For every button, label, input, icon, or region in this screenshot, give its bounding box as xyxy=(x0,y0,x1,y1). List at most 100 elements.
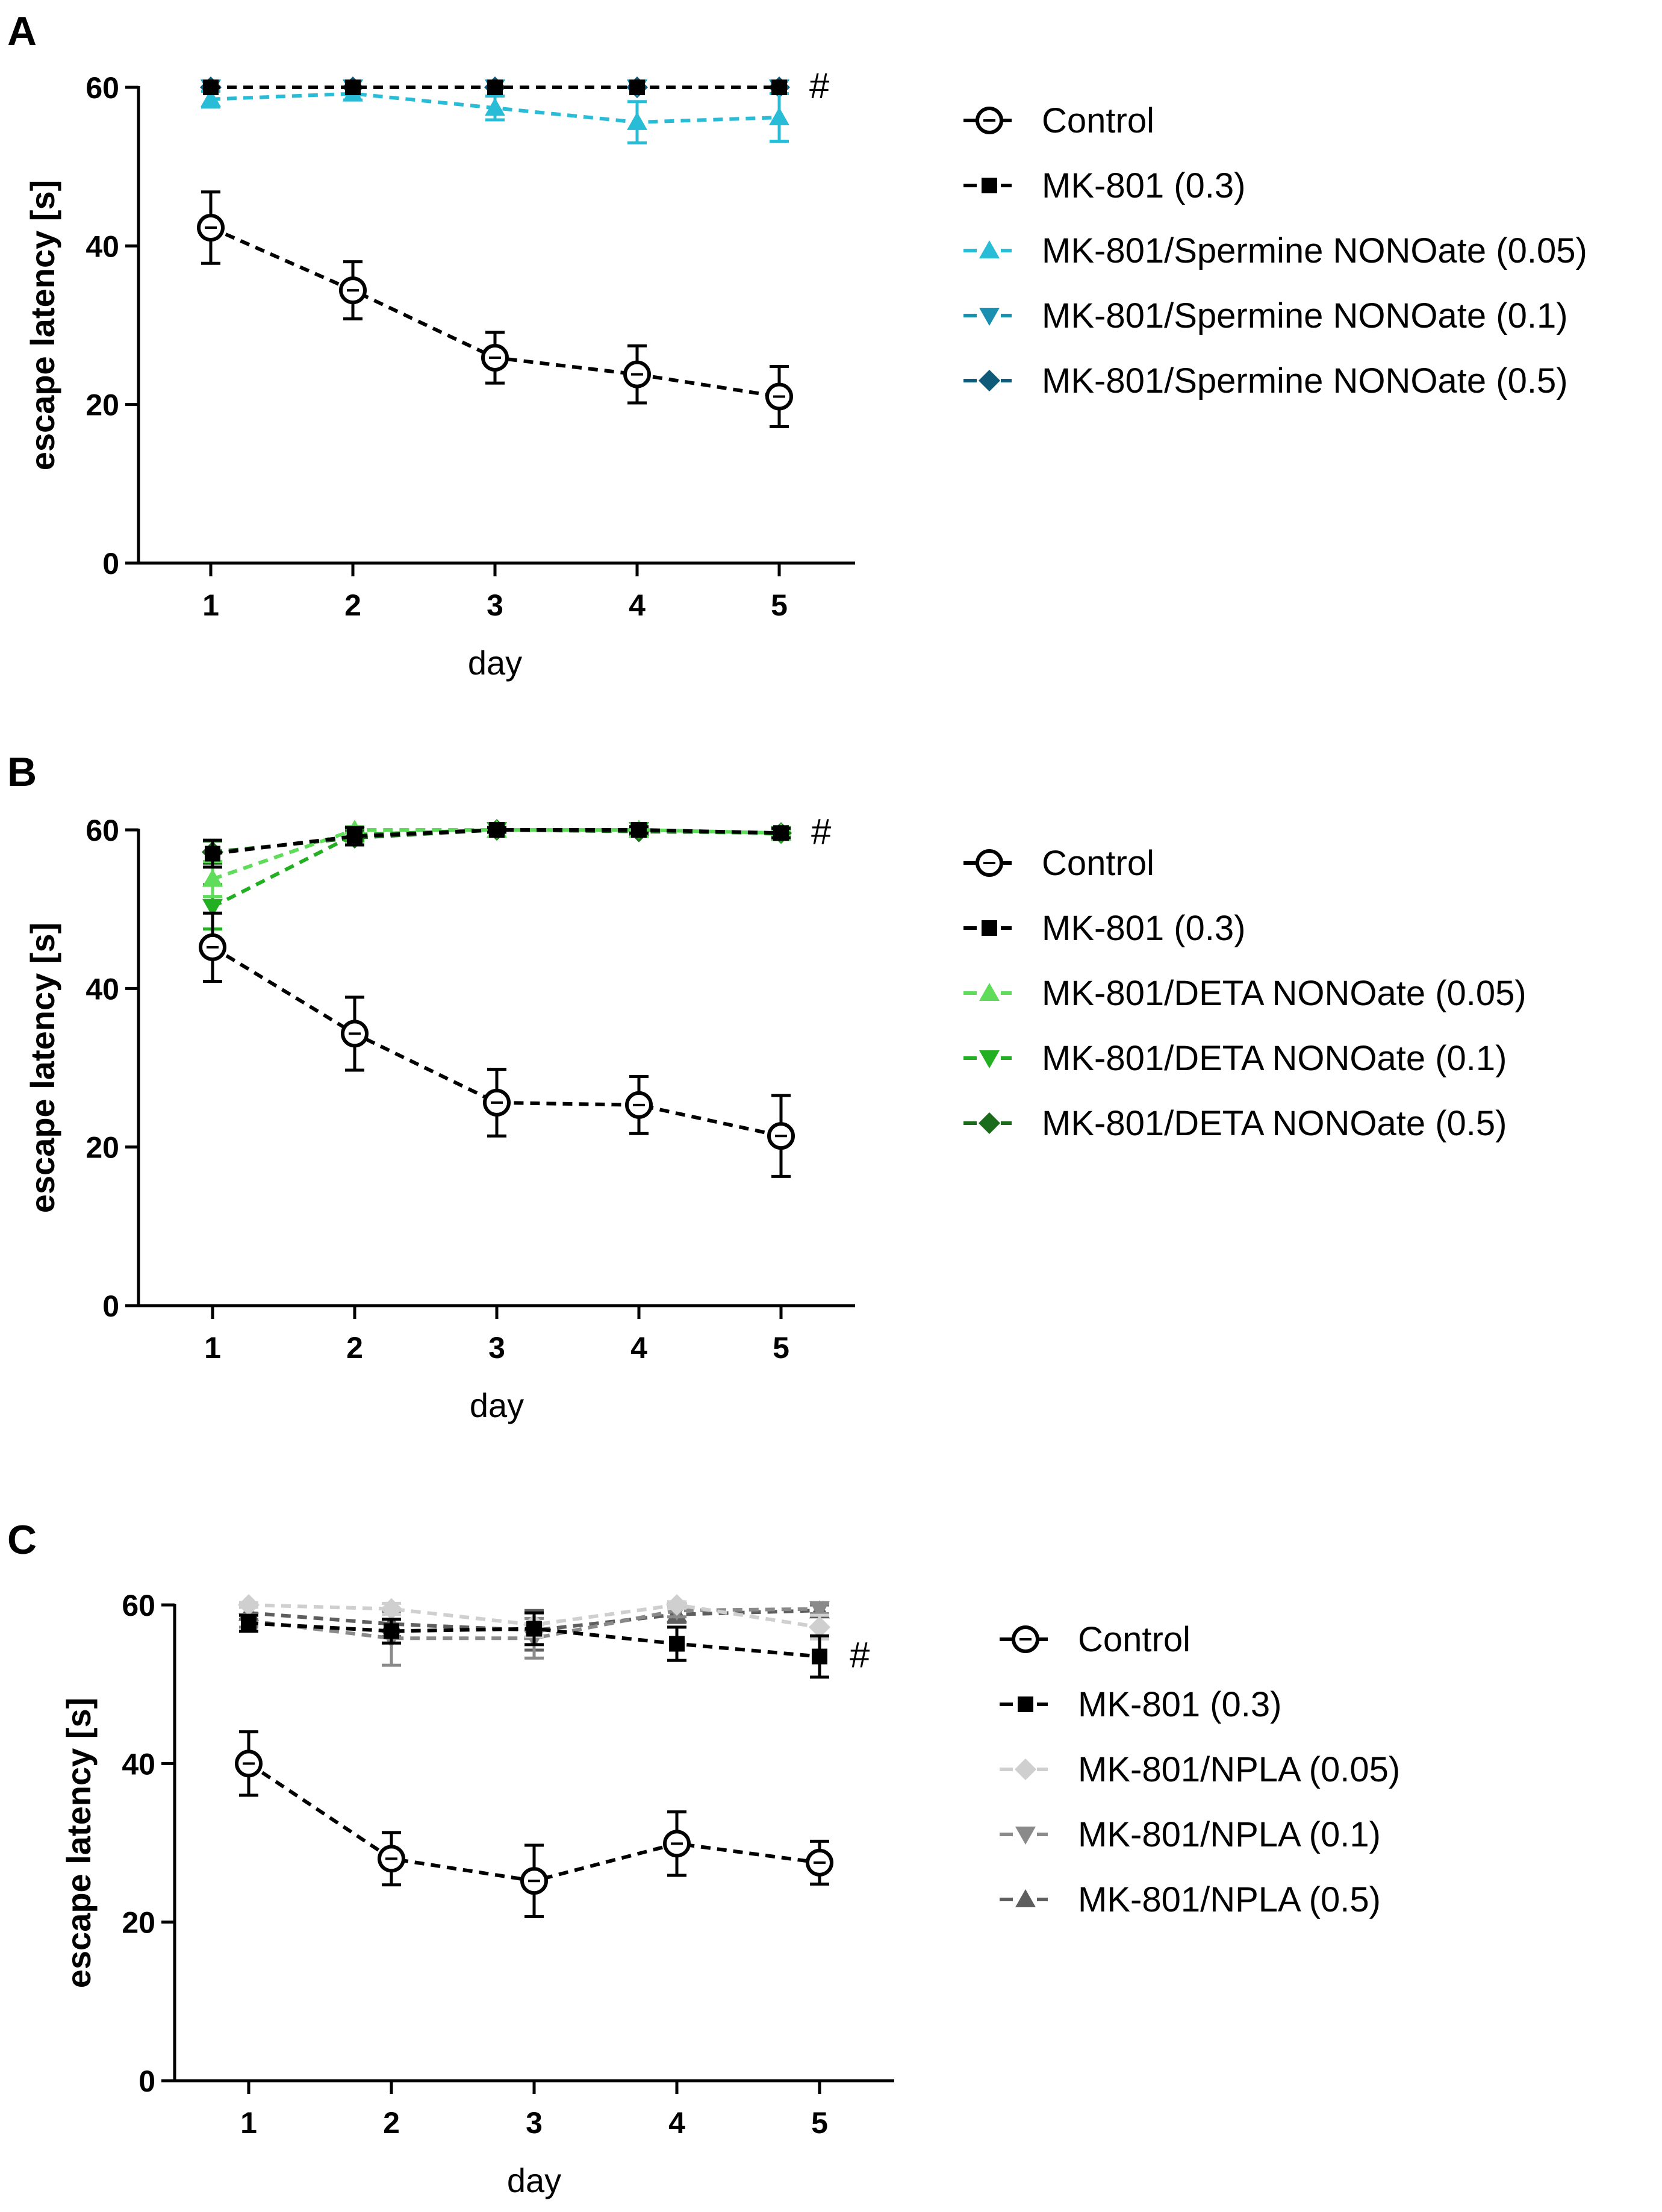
y-tick-label: 60 xyxy=(122,1589,155,1622)
x-tick-label: 5 xyxy=(773,1331,789,1365)
x-tick-label: 2 xyxy=(346,1331,363,1365)
legend-label: MK-801/Spermine NONOate (0.05) xyxy=(1042,231,1587,270)
x-axis-title: day xyxy=(507,2161,561,2199)
data-point xyxy=(669,1636,685,1652)
panel-a: A 0 20 40 60 1 2 3 4 5 day escape latency [s] # Contr… xyxy=(7,8,1587,682)
data-point xyxy=(199,933,226,961)
x-tick-label: 3 xyxy=(488,1331,505,1365)
legend-marker xyxy=(979,240,1000,258)
x-tick-label: 4 xyxy=(630,1331,647,1365)
series-1 xyxy=(203,79,787,95)
data-point xyxy=(345,79,361,95)
series-line xyxy=(248,1607,820,1640)
legend-marker xyxy=(1015,1889,1036,1907)
data-point xyxy=(526,1621,542,1637)
data-point xyxy=(481,343,509,372)
legend-item: MK-801/Spermine NONOate (0.1) xyxy=(963,296,1568,335)
y-tick-label: 20 xyxy=(122,1906,155,1940)
legend-item: Control xyxy=(963,101,1154,140)
data-point xyxy=(812,1648,827,1665)
data-point xyxy=(238,1594,260,1616)
significance-marker: # xyxy=(811,811,832,852)
y-tick-label: 20 xyxy=(86,388,119,422)
legend-marker xyxy=(979,1050,1000,1068)
data-point xyxy=(202,899,223,917)
data-point xyxy=(384,1623,399,1639)
significance-marker: # xyxy=(809,66,830,106)
data-point xyxy=(241,1615,257,1631)
data-point xyxy=(339,276,367,305)
y-axis-title: escape latency [s] xyxy=(23,923,61,1213)
x-tick-label: 4 xyxy=(629,588,646,622)
y-axis-title: escape latency [s] xyxy=(23,180,61,470)
x-tick-label: 5 xyxy=(771,588,788,622)
legend-marker xyxy=(1015,1759,1036,1780)
legend-item: MK-801/DETA NONOate (0.05) xyxy=(963,974,1527,1013)
legend-label: MK-801/Spermine NONOate (0.1) xyxy=(1042,296,1568,335)
data-point xyxy=(765,382,793,411)
data-point xyxy=(483,1088,511,1117)
legend-marker xyxy=(1015,1827,1036,1845)
x-axis-title: day xyxy=(468,644,522,682)
data-point xyxy=(341,1020,369,1048)
series-0 xyxy=(235,1730,833,1918)
y-tick-label: 0 xyxy=(102,547,119,581)
legend-label: MK-801/NPLA (0.1) xyxy=(1078,1815,1381,1854)
series-1 xyxy=(203,822,791,869)
x-tick-label: 3 xyxy=(526,2106,543,2140)
data-point xyxy=(378,1845,405,1873)
data-point xyxy=(205,846,220,862)
x-tick-label: 5 xyxy=(811,2106,828,2140)
x-tick-label: 1 xyxy=(204,1331,221,1365)
legend: Control MK-801 (0.3) MK-801/NPLA (0.05) MK-… xyxy=(1000,1620,1400,1919)
data-point xyxy=(625,1091,653,1119)
data-point xyxy=(489,822,505,838)
data-point xyxy=(771,79,787,95)
legend-marker xyxy=(979,370,1000,391)
data-point xyxy=(627,111,647,130)
x-tick-label: 1 xyxy=(202,588,219,622)
data-point xyxy=(767,1122,795,1150)
data-point xyxy=(487,79,503,95)
legend-label: MK-801/NPLA (0.5) xyxy=(1078,1880,1381,1919)
data-point xyxy=(806,1848,833,1877)
data-point xyxy=(666,1594,688,1616)
legend-label: MK-801/DETA NONOate (0.5) xyxy=(1042,1104,1507,1143)
data-point xyxy=(773,825,789,841)
panel-b: B 0 20 40 60 1 2 3 4 5 day escape latency [s] # Contr… xyxy=(7,749,1527,1424)
y-tick-label: 40 xyxy=(122,1747,155,1781)
legend-marker xyxy=(979,983,1000,1001)
data-point xyxy=(381,1598,402,1620)
data-point xyxy=(623,360,651,388)
data-point xyxy=(202,868,223,887)
y-tick-label: 60 xyxy=(86,814,119,847)
legend-marker xyxy=(982,178,997,193)
x-tick-label: 1 xyxy=(240,2106,257,2140)
legend-item: MK-801/DETA NONOate (0.5) xyxy=(963,1104,1507,1143)
y-axis-title: escape latency [s] xyxy=(60,1698,98,1988)
data-point xyxy=(235,1749,263,1778)
legend-item: MK-801 (0.3) xyxy=(963,166,1245,205)
significance-marker: # xyxy=(850,1635,870,1675)
legend-item: MK-801/DETA NONOate (0.1) xyxy=(963,1039,1507,1078)
series-0 xyxy=(197,190,793,429)
data-point xyxy=(197,214,225,242)
legend-label: Control xyxy=(1042,844,1154,883)
legend-label: MK-801/Spermine NONOate (0.5) xyxy=(1042,361,1568,400)
y-tick-label: 60 xyxy=(86,71,119,105)
y-tick-label: 40 xyxy=(86,972,119,1006)
x-axis-title: day xyxy=(470,1386,524,1424)
legend-marker xyxy=(979,1112,1000,1134)
data-point xyxy=(520,1867,548,1895)
legend-label: Control xyxy=(1042,101,1154,140)
legend-marker xyxy=(976,849,1003,877)
legend: Control MK-801 (0.3) MK-801/Spermine NONOa… xyxy=(963,101,1587,400)
data-point xyxy=(629,79,645,95)
y-tick-label: 0 xyxy=(138,2064,155,2098)
series-1 xyxy=(239,1611,829,1679)
data-point xyxy=(769,107,789,126)
y-tick-label: 40 xyxy=(86,229,119,263)
series-line xyxy=(248,1603,820,1629)
legend-marker xyxy=(982,920,997,936)
